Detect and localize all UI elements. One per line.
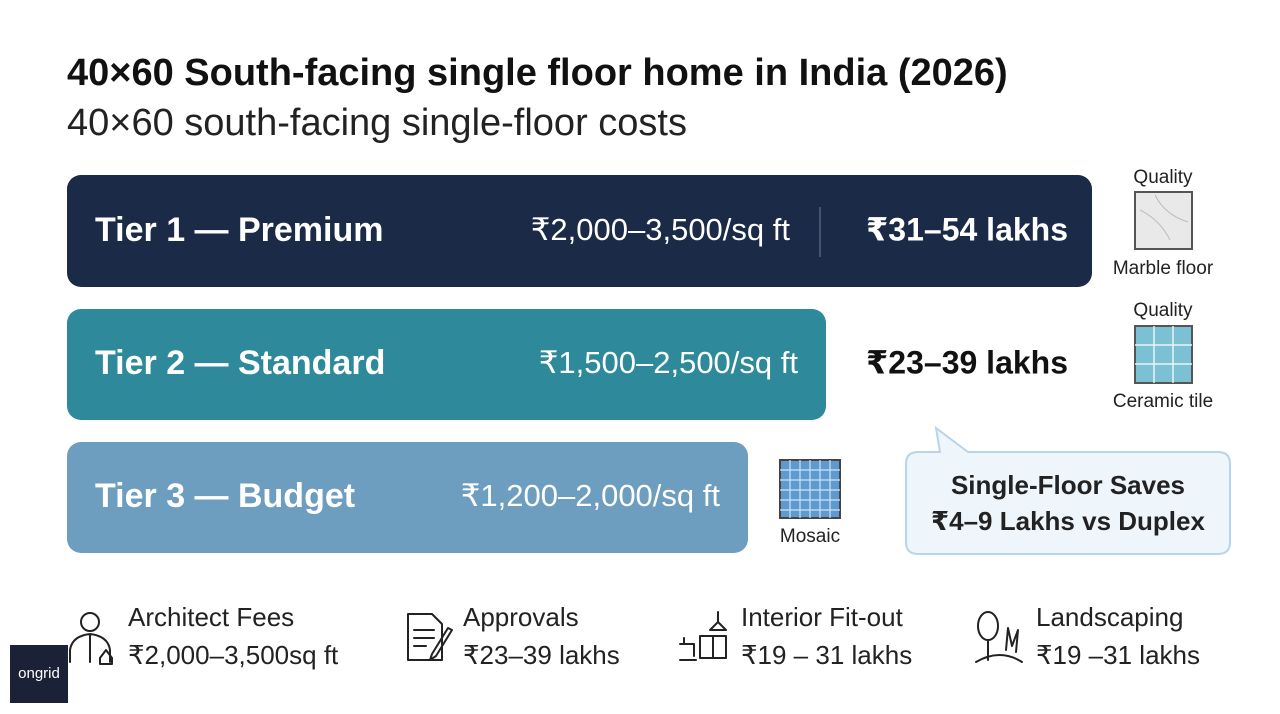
tier-total: ₹31–54 lakhs bbox=[866, 211, 1068, 247]
logo-box bbox=[10, 645, 68, 703]
extra-title: Architect Fees bbox=[128, 602, 294, 632]
material-label: Marble floor bbox=[1113, 258, 1214, 279]
tier-label: Tier 2 — Standard bbox=[95, 344, 385, 382]
tier-bar bbox=[67, 442, 748, 553]
tile-grout bbox=[1135, 326, 1192, 383]
tier-bar bbox=[67, 175, 1092, 287]
extra-value: ₹2,000–3,500sq ft bbox=[128, 640, 339, 670]
tier-rate: ₹1,200–2,000/sq ft bbox=[461, 478, 721, 513]
tier-label: Tier 1 — Premium bbox=[95, 211, 384, 249]
quality-label: Quality bbox=[1133, 300, 1193, 321]
callout-text: ₹4–9 Lakhs vs Duplex bbox=[931, 506, 1205, 536]
extra-value: ₹19 –31 lakhs bbox=[1036, 640, 1200, 670]
extra-title: Approvals bbox=[463, 602, 579, 632]
logo: ongrid bbox=[18, 665, 60, 682]
extra-value: ₹19 – 31 lakhs bbox=[741, 640, 912, 670]
tier-total: ₹23–39 lakhs bbox=[866, 344, 1068, 380]
material-label: Mosaic bbox=[780, 526, 840, 547]
interior-icon bbox=[679, 611, 727, 661]
tier-label: Tier 3 — Budget bbox=[95, 477, 355, 515]
architect-icon bbox=[69, 612, 113, 665]
callout-text: Single-Floor Saves bbox=[951, 470, 1185, 500]
tile-swatch bbox=[1134, 325, 1193, 384]
landscape-icon bbox=[975, 611, 1023, 663]
material-label: Ceramic tile bbox=[1113, 391, 1213, 412]
title: 40×60 South-facing single floor home in … bbox=[67, 52, 1008, 94]
extra-value: ₹23–39 lakhs bbox=[463, 640, 620, 670]
tier-rate: ₹2,000–3,500/sq ft bbox=[531, 212, 791, 247]
quality-label: Quality bbox=[1133, 167, 1193, 188]
mosaic-grout bbox=[780, 460, 840, 518]
marble-vein bbox=[1139, 194, 1189, 241]
approvals-icon bbox=[407, 613, 453, 661]
callout-box bbox=[905, 425, 1231, 555]
tier-rate: ₹1,500–2,500/sq ft bbox=[539, 345, 799, 380]
tier-bar bbox=[67, 309, 826, 420]
subtitle: 40×60 south-facing single-floor costs bbox=[67, 102, 687, 144]
extra-title: Landscaping bbox=[1036, 602, 1183, 632]
extra-title: Interior Fit-out bbox=[741, 602, 904, 632]
